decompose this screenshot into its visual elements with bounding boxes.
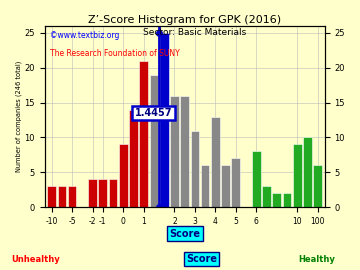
- Bar: [109, 179, 117, 207]
- Bar: [252, 151, 261, 207]
- Bar: [58, 186, 66, 207]
- Text: Unhealthy: Unhealthy: [12, 255, 60, 264]
- Y-axis label: Number of companies (246 total): Number of companies (246 total): [15, 61, 22, 172]
- Bar: [139, 61, 148, 207]
- Bar: [303, 137, 312, 207]
- Bar: [160, 33, 168, 207]
- Text: Sector: Basic Materials: Sector: Basic Materials: [143, 28, 246, 37]
- Text: Healthy: Healthy: [298, 255, 335, 264]
- Bar: [88, 179, 97, 207]
- Bar: [211, 117, 220, 207]
- Bar: [150, 75, 158, 207]
- Bar: [293, 144, 302, 207]
- Bar: [47, 186, 56, 207]
- Bar: [98, 179, 107, 207]
- Text: 1.4457: 1.4457: [135, 108, 172, 118]
- Bar: [273, 193, 281, 207]
- Bar: [231, 158, 240, 207]
- Bar: [262, 186, 271, 207]
- Bar: [283, 193, 291, 207]
- Title: Z’-Score Histogram for GPK (2016): Z’-Score Histogram for GPK (2016): [88, 15, 281, 25]
- Bar: [119, 144, 127, 207]
- Bar: [170, 96, 179, 207]
- X-axis label: Score: Score: [169, 229, 200, 239]
- Bar: [68, 186, 76, 207]
- Bar: [313, 166, 322, 207]
- Bar: [201, 166, 210, 207]
- Text: Score: Score: [186, 254, 217, 264]
- Text: ©www.textbiz.org: ©www.textbiz.org: [50, 31, 120, 40]
- Bar: [190, 130, 199, 207]
- Bar: [180, 96, 189, 207]
- Bar: [129, 110, 138, 207]
- Bar: [221, 166, 230, 207]
- Text: The Research Foundation of SUNY: The Research Foundation of SUNY: [50, 49, 180, 58]
